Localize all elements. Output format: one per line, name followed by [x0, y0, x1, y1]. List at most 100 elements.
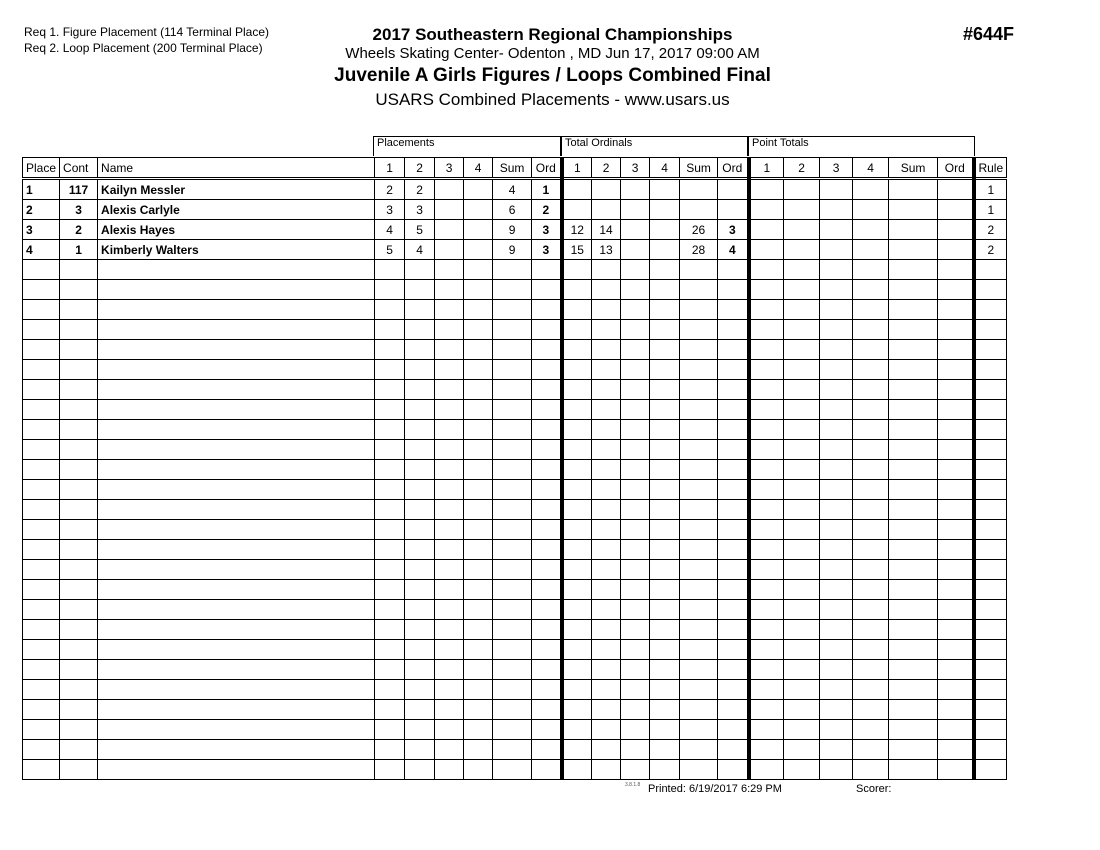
table-cell: [492, 619, 533, 640]
table-cell: [591, 359, 622, 380]
table-cell: [531, 319, 563, 340]
table-cell: [783, 299, 821, 320]
table-cell: [531, 579, 563, 600]
table-cell: [59, 399, 99, 420]
table-cell: [492, 339, 533, 360]
table-cell: [852, 259, 890, 280]
table-cell: [888, 439, 939, 460]
table-cell: [937, 619, 975, 640]
table-cell: [463, 219, 494, 240]
table-cell: [492, 579, 533, 600]
table-cell: [374, 419, 406, 440]
table-cell: [649, 699, 681, 720]
table-cell: [717, 499, 750, 520]
table-cell: [559, 419, 593, 440]
table-cell: [434, 459, 465, 480]
table-cell: [679, 399, 719, 420]
table-cell: [59, 439, 99, 460]
table-cell: [21, 679, 61, 700]
table-cell: [717, 659, 750, 680]
table-cell: [717, 599, 750, 620]
table-cell: [559, 679, 593, 700]
table-cell: [97, 739, 376, 760]
table-cell: [937, 379, 975, 400]
table-cell: [591, 178, 622, 200]
table-cell: [746, 499, 785, 520]
table-cell: [937, 679, 975, 700]
table-cell: [59, 639, 99, 660]
table-cell: [559, 639, 593, 660]
table-cell: [783, 579, 821, 600]
table-cell: [971, 319, 1008, 340]
table-cell: [679, 579, 719, 600]
table-cell: [649, 178, 681, 200]
event-title: Juvenile A Girls Figures / Loops Combine…: [334, 65, 771, 86]
column-header: 3: [620, 157, 651, 180]
table-cell: [620, 719, 651, 740]
table-cell: [434, 739, 465, 760]
table-cell: [888, 459, 939, 480]
table-cell: 1: [59, 239, 99, 260]
table-cell: 5: [374, 239, 406, 260]
table-cell: [434, 259, 465, 280]
table-cell: [746, 359, 785, 380]
table-cell: [559, 519, 593, 540]
table-row: [21, 379, 1008, 400]
table-cell: [937, 279, 975, 300]
table-cell: [852, 599, 890, 620]
table-cell: [559, 439, 593, 460]
table-cell: [620, 459, 651, 480]
table-cell: [783, 199, 821, 220]
table-cell: [620, 299, 651, 320]
table-cell: [783, 479, 821, 500]
table-cell: [717, 339, 750, 360]
table-cell: [591, 659, 622, 680]
table-cell: [374, 639, 406, 660]
table-cell: Kailyn Messler: [97, 178, 376, 200]
table-cell: [404, 319, 436, 340]
table-cell: [937, 659, 975, 680]
table-cell: [591, 739, 622, 760]
table-row: [21, 419, 1008, 440]
table-cell: [746, 659, 785, 680]
table-cell: [21, 579, 61, 600]
table-cell: [492, 439, 533, 460]
table-cell: 2: [374, 178, 406, 200]
table-cell: [819, 519, 854, 540]
table-cell: [21, 739, 61, 760]
table-cell: [591, 399, 622, 420]
table-cell: [97, 619, 376, 640]
table-cell: [404, 699, 436, 720]
table-cell: [434, 339, 465, 360]
table-cell: [531, 459, 563, 480]
column-header: Sum: [492, 157, 533, 180]
table-cell: [852, 739, 890, 760]
table-cell: [746, 559, 785, 580]
table-cell: [21, 339, 61, 360]
table-cell: [21, 639, 61, 660]
table-cell: [59, 419, 99, 440]
table-cell: [492, 299, 533, 320]
table-cell: [783, 759, 821, 780]
table-cell: [404, 599, 436, 620]
table-cell: [591, 379, 622, 400]
table-cell: [374, 539, 406, 560]
requirement-1: Req 1. Figure Placement (114 Terminal Pl…: [24, 25, 270, 39]
table-cell: [434, 619, 465, 640]
table-cell: [463, 739, 494, 760]
table-cell: [620, 439, 651, 460]
table-cell: [620, 519, 651, 540]
table-cell: [21, 479, 61, 500]
table-row: [21, 259, 1008, 280]
table-cell: [937, 699, 975, 720]
table-cell: [59, 539, 99, 560]
table-cell: [463, 639, 494, 660]
table-cell: [783, 679, 821, 700]
table-cell: [783, 319, 821, 340]
table-cell: [746, 239, 785, 260]
table-cell: [679, 519, 719, 540]
table-cell: [819, 339, 854, 360]
table-cell: [434, 519, 465, 540]
table-cell: [852, 659, 890, 680]
table-cell: [404, 279, 436, 300]
